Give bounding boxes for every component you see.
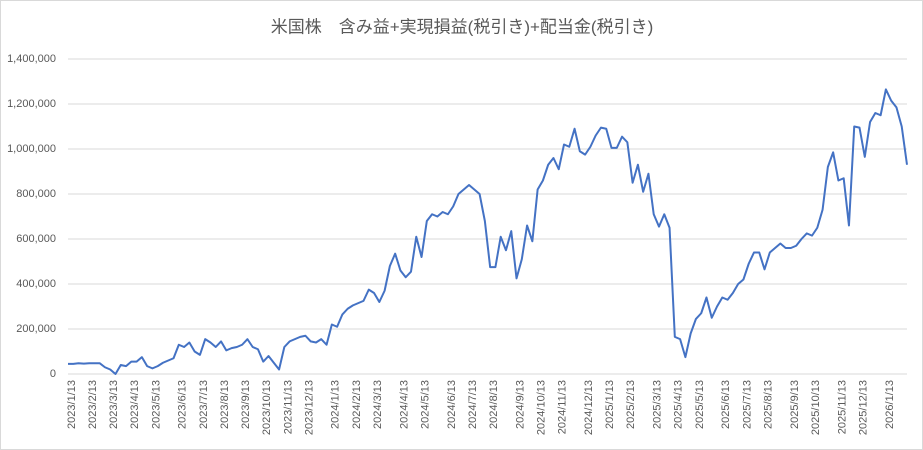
x-tick-label: 2023/1/13	[66, 380, 78, 429]
x-tick-label: 2023/2/13	[87, 380, 99, 429]
y-tick-label: 200,000	[16, 323, 56, 335]
x-tick-label: 2024/4/13	[398, 380, 410, 429]
x-tick-label: 2023/4/13	[129, 380, 141, 429]
x-tick-label: 2024/1/13	[330, 380, 342, 429]
x-tick-label: 2025/5/13	[694, 380, 706, 429]
x-tick-label: 2024/6/13	[446, 380, 458, 429]
x-tick-label: 2025/10/13	[810, 380, 822, 435]
x-tick-label: 2024/12/13	[583, 380, 595, 435]
x-tick-label: 2025/9/13	[789, 380, 801, 429]
x-tick-label: 2023/8/13	[219, 380, 231, 429]
x-tick-label: 2023/11/13	[282, 380, 294, 434]
y-tick-label: 1,200,000	[7, 98, 56, 110]
x-tick-label: 2023/9/13	[240, 380, 252, 429]
x-tick-label: 2025/3/13	[652, 380, 664, 429]
y-tick-label: 800,000	[16, 188, 56, 200]
x-tick-label: 2023/7/13	[198, 380, 210, 429]
x-tick-label: 2024/7/13	[467, 380, 479, 429]
y-tick-label: 0	[50, 368, 56, 380]
x-tick-label: 2023/10/13	[261, 380, 273, 435]
x-tick-label: 2023/3/13	[108, 380, 120, 429]
x-tick-label: 2024/10/13	[536, 380, 548, 435]
x-tick-label: 2024/2/13	[351, 380, 363, 429]
x-tick-label: 2024/3/13	[372, 380, 384, 429]
x-tick-label: 2024/5/13	[419, 380, 431, 429]
x-tick-label: 2025/12/13	[857, 380, 869, 435]
x-tick-label: 2025/4/13	[673, 380, 685, 429]
x-tick-label: 2024/11/13	[557, 380, 569, 434]
y-tick-label: 1,400,000	[7, 53, 56, 65]
x-tick-label: 2025/1/13	[604, 380, 616, 429]
y-tick-label: 400,000	[16, 278, 56, 290]
x-tick-label: 2023/5/13	[150, 380, 162, 429]
x-tick-label: 2023/6/13	[177, 380, 189, 429]
y-tick-label: 600,000	[16, 233, 56, 245]
x-tick-label: 2025/2/13	[625, 380, 637, 429]
data-line	[68, 88, 908, 375]
x-tick-label: 2024/8/13	[488, 380, 500, 429]
x-tick-label: 2025/7/13	[741, 380, 753, 429]
x-tick-label: 2025/11/13	[836, 380, 848, 434]
x-tick-label: 2023/12/13	[303, 380, 315, 435]
x-tick-label: 2025/6/13	[720, 380, 732, 429]
x-tick-label: 2025/8/13	[762, 380, 774, 429]
y-tick-label: 1,000,000	[7, 143, 56, 155]
chart-title: 米国株 含み益+実現損益(税引き)+配当金(税引き)	[271, 17, 654, 36]
x-tick-label: 2026/1/13	[884, 380, 896, 429]
x-tick-label: 2024/9/13	[514, 380, 526, 429]
